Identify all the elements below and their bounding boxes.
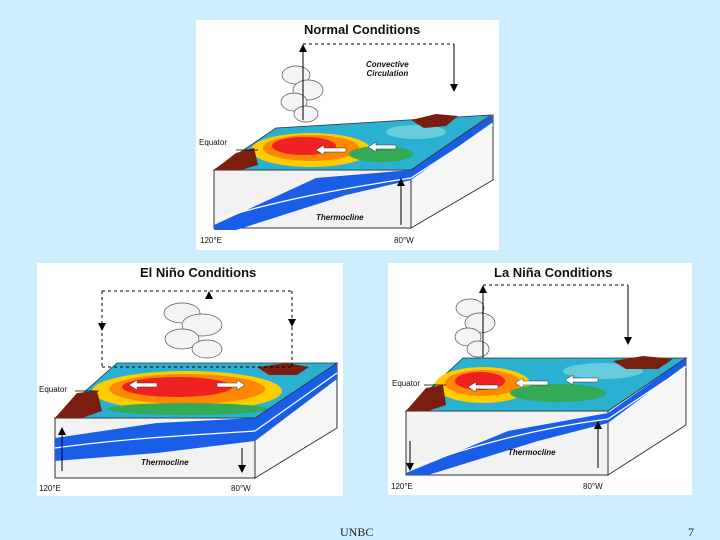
el-nino-diagram <box>53 290 339 479</box>
arrowhead <box>205 291 213 299</box>
wind-arrow <box>216 379 246 391</box>
equator-label: Equator <box>39 385 68 394</box>
cool-tongue <box>386 125 446 139</box>
equator-label: Equator <box>392 379 421 388</box>
thermocline-line <box>215 124 494 221</box>
longitude-east-label: 80°W <box>394 236 414 245</box>
panel-title: El Niño Conditions <box>140 265 257 280</box>
thermocline-line <box>54 372 338 449</box>
thermocline-label: Thermocline <box>316 213 364 222</box>
panel-title: La Niña Conditions <box>494 265 613 280</box>
ocean-subsurface <box>406 358 686 475</box>
equator-label: Equator <box>199 138 228 147</box>
arrowhead <box>397 178 405 186</box>
arrowhead <box>479 285 487 293</box>
arrowhead <box>624 337 632 345</box>
panel-la-nina-conditions: La Niña Conditions Equator Thermocline 1… <box>388 263 692 495</box>
footer-org: UNBC <box>340 525 374 539</box>
arrowhead <box>299 44 307 52</box>
ocean-subsurface <box>55 363 337 461</box>
longitude-west-label: 120°E <box>200 236 222 245</box>
convection-cloud <box>454 298 496 358</box>
wind-arrow <box>514 377 549 389</box>
wind-arrow <box>128 379 158 391</box>
cool-band <box>510 384 606 402</box>
wind-arrow <box>564 374 599 386</box>
circulation-label: Convective Circulation <box>366 60 409 78</box>
land-americas <box>257 363 309 375</box>
panel-title: Normal Conditions <box>304 22 421 37</box>
wind-arrow <box>315 144 347 156</box>
thermocline-label: Thermocline <box>141 458 189 467</box>
arrowhead <box>58 427 66 435</box>
la-nina-diagram <box>404 284 688 476</box>
warm-pool-core <box>272 137 336 155</box>
convection-cloud <box>163 302 223 359</box>
longitude-west-label: 120°E <box>39 484 61 493</box>
thermocline-line <box>409 366 687 469</box>
land-americas <box>613 356 673 369</box>
wind-arrow <box>367 141 397 153</box>
cool-band <box>107 403 267 415</box>
land-asia <box>406 385 446 411</box>
normal-diagram <box>212 43 494 230</box>
panel-el-nino-conditions: El Niño Conditions Equator Thermocline 1… <box>37 263 343 496</box>
land-asia <box>55 391 102 418</box>
longitude-east-label: 80°W <box>583 482 603 491</box>
arrowhead <box>450 84 458 92</box>
thermocline-label: Thermocline <box>508 448 556 457</box>
longitude-west-label: 120°E <box>391 482 413 491</box>
arrowhead <box>238 465 246 473</box>
arrowhead <box>288 319 296 327</box>
side-wall <box>410 114 494 229</box>
cool-band <box>349 146 413 162</box>
wind-arrow <box>467 381 499 393</box>
page-number: 7 <box>688 525 694 539</box>
longitude-east-label: 80°W <box>231 484 251 493</box>
arrowhead <box>406 463 414 471</box>
warm-pool-core <box>122 377 232 397</box>
land-asia <box>214 148 258 170</box>
arrowhead <box>98 323 106 331</box>
land-americas <box>411 114 458 128</box>
convection-cloud <box>280 65 324 123</box>
panel-normal-conditions: Normal Conditions Convective Circulation… <box>196 20 499 250</box>
arrowhead <box>594 421 602 429</box>
